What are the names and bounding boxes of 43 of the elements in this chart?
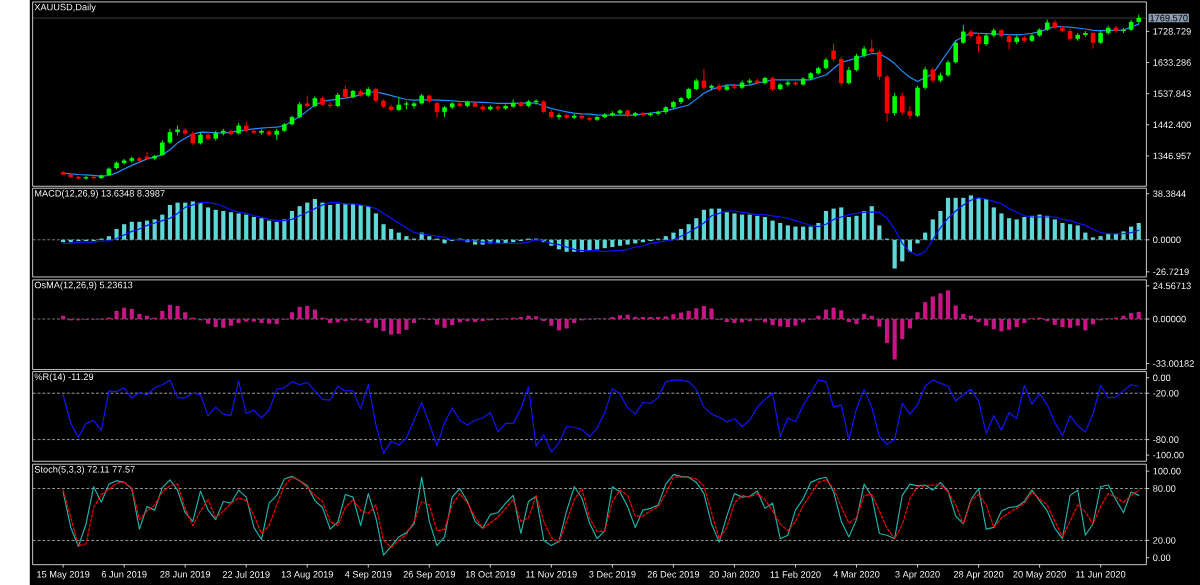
y-tick-label: 0.00 <box>1153 374 1171 381</box>
x-tick-label: 20 Jan 2020 <box>709 570 760 578</box>
x-tick-label: 3 Apr 2020 <box>895 570 940 580</box>
y-tick-label: -26.7219 <box>1153 268 1189 276</box>
y-tick-label: 1442.400 <box>1153 121 1191 128</box>
x-tick-label: 11 Feb 2020 <box>770 570 821 578</box>
x-tick-label: 13 Aug 2019 <box>281 570 333 580</box>
y-tick-label: 0.00000 <box>1153 315 1186 323</box>
ref-line-label: 1769.570 <box>1150 14 1188 22</box>
x-tick-label: 15 May 2019 <box>37 570 90 580</box>
y-tick-label: 0.00 <box>1153 554 1171 561</box>
x-tick-label: 20 May 2020 <box>1013 570 1066 580</box>
y-tick-label: 1537.843 <box>1153 90 1191 97</box>
chart-title: Stoch(5,3,3) 72.11 77.57 <box>34 465 135 475</box>
x-tick-label: 18 Oct 2019 <box>465 570 516 578</box>
x-tick-label: 26 Sep 2019 <box>403 570 456 580</box>
x-tick-label: 28 Apr 2020 <box>953 570 1004 580</box>
y-tick-label: 24.56713 <box>1153 282 1191 290</box>
x-tick-label: 4 Mar 2020 <box>833 570 880 578</box>
x-tick-label: 11 Jun 2020 <box>1076 570 1126 578</box>
chart-title: XAUUSD,Daily <box>34 3 96 13</box>
y-tick-label: -20.00 <box>1153 389 1179 397</box>
y-tick-label: 38.3844 <box>1153 190 1186 197</box>
x-tick-label: 28 Jun 2019 <box>160 570 211 578</box>
x-tick-label: 6 Jun 2019 <box>101 570 147 578</box>
chart-title: %R(14) -11.29 <box>34 373 94 382</box>
y-tick-label: -80.00 <box>1153 436 1179 443</box>
x-tick-label: 4 Sep 2019 <box>344 570 392 580</box>
y-tick-label: 0.0000 <box>1153 236 1181 243</box>
x-tick-label: 22 Jul 2019 <box>222 570 270 578</box>
y-tick-label: 100.00 <box>1153 467 1181 475</box>
x-tick-label: 11 Nov 2019 <box>526 570 577 578</box>
y-tick-label: 1633.286 <box>1153 59 1191 66</box>
x-tick-label: 3 Dec 2019 <box>589 570 636 578</box>
y-tick-label: 1728.729 <box>1153 28 1191 35</box>
chart-title: OsMA(12,26,9) 5.23613 <box>34 281 133 291</box>
chart-title: MACD(12,26,9) 13.6348 8.3987 <box>35 189 165 199</box>
y-tick-label: 20.00 <box>1153 537 1176 544</box>
x-tick-label: 26 Dec 2019 <box>647 570 700 578</box>
y-tick-label: -33.00182 <box>1153 360 1194 367</box>
y-tick-label: -100.00 <box>1153 451 1184 459</box>
y-tick-label: 80.00 <box>1153 485 1176 492</box>
y-tick-label: 1346.957 <box>1153 152 1191 160</box>
